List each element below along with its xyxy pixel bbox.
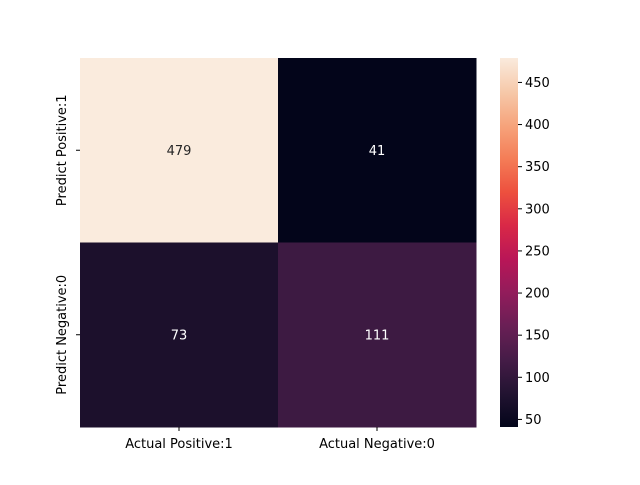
- cell-value-label: 73: [171, 328, 188, 343]
- heatmap-cell: [80, 58, 279, 243]
- colorbar-tick-label: 50: [525, 413, 542, 428]
- colorbar-tick-label: 300: [525, 202, 550, 217]
- colorbar-tick-label: 150: [525, 329, 550, 344]
- cell-value-label: 479: [167, 144, 192, 159]
- x-tick-label: Actual Positive:1: [125, 437, 233, 452]
- colorbar: 50 100 150 200 250 300 350 400 450: [500, 58, 550, 428]
- colorbar-gradient: [500, 58, 518, 427]
- colorbar-tick-label: 450: [525, 76, 550, 91]
- x-tick-label: Actual Negative:0: [319, 437, 435, 452]
- colorbar-tick-label: 350: [525, 160, 550, 175]
- cell-annotations: 479 41 73 111: [167, 144, 390, 344]
- colorbar-tick-label: 250: [525, 244, 550, 259]
- y-tick-label: Predict Negative:0: [55, 275, 70, 395]
- colorbar-tick-label: 100: [525, 371, 550, 386]
- colorbar-tick-label: 200: [525, 287, 550, 302]
- y-tick-label: Predict Positive:1: [55, 94, 70, 206]
- y-axis: Predict Positive:1 Predict Negative:0: [55, 94, 80, 395]
- heatmap-cell: [80, 242, 279, 428]
- x-axis: Actual Positive:1 Actual Negative:0: [125, 427, 435, 452]
- heatmap-cells: [80, 58, 477, 428]
- cell-value-label: 41: [369, 144, 386, 159]
- colorbar-tick-label: 400: [525, 118, 550, 133]
- heatmap-cell: [278, 242, 477, 428]
- heatmap-cell: [278, 58, 477, 243]
- cell-value-label: 111: [365, 328, 390, 343]
